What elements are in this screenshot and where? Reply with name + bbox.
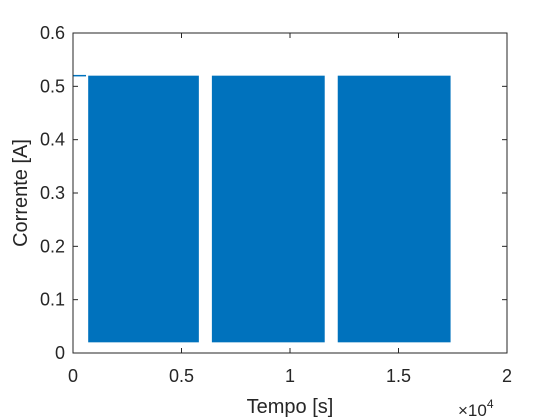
x-axis-multiplier-base: ×10 [458, 401, 487, 420]
y-tick-label: 0 [55, 343, 65, 363]
x-tick-label: 0 [68, 366, 78, 386]
current-block-1 [88, 75, 199, 343]
y-tick-label: 0.5 [40, 76, 65, 96]
plot-area [73, 33, 507, 353]
y-tick-label: 0.4 [40, 130, 65, 150]
y-tick-label: 0.6 [40, 23, 65, 43]
y-axis-label: Corrente [A] [10, 139, 32, 247]
current-block-3 [337, 75, 451, 343]
y-tick-label: 0.1 [40, 290, 65, 310]
x-axis-multiplier-exponent: 4 [487, 397, 494, 411]
x-tick-label: 0.5 [169, 366, 194, 386]
x-axis-multiplier: ×104 [458, 397, 494, 420]
x-tick-label: 1.5 [386, 366, 411, 386]
y-tick-label: 0.2 [40, 236, 65, 256]
axes: 0 0.5 1 1.5 2 0 0.1 0.2 0.3 0.4 0.5 0.6 [40, 23, 512, 386]
x-tick-label: 1 [285, 366, 295, 386]
x-axis-label: Tempo [s] [247, 396, 334, 418]
current-block-2 [211, 75, 325, 343]
x-tick-label: 2 [502, 366, 512, 386]
y-tick-label: 0.3 [40, 183, 65, 203]
